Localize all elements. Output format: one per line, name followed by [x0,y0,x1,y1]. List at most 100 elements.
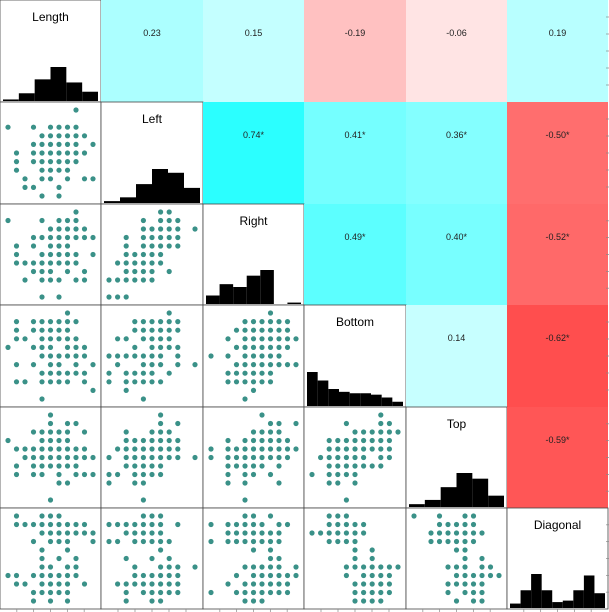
scatter-point [259,521,265,528]
scatter-point [39,217,45,224]
scatter-point [47,260,54,266]
scatter-point [166,268,172,275]
scatter-point [225,480,231,486]
scatter-point [242,513,248,519]
scatter-point [242,521,248,528]
scatter-point [276,454,282,461]
scatter-point [309,471,315,478]
scatter-point [30,572,37,579]
hist-bar [34,79,51,101]
scatter-point [64,598,71,604]
scatter-point [73,319,79,325]
scatter-point [158,344,164,350]
scatter-point [140,243,146,249]
scatter-point [352,564,358,570]
scatter-point [470,589,477,596]
scatter-point [453,538,460,545]
scatter-point [149,572,155,579]
scatter-point [39,521,45,528]
scatter-point [149,336,155,342]
scatter-point [39,513,45,519]
scatter-point [158,581,164,587]
scatter-point [47,446,54,452]
scatter-point [343,538,349,545]
scatter-point [369,555,375,562]
scatter-point [149,277,155,283]
scatter-point [369,463,375,469]
scatter-point [30,538,37,545]
scatter-point [64,454,71,461]
scatter-point [453,564,460,570]
scatter-point [259,370,265,376]
scatter-point [56,454,62,461]
scatter-point [225,446,231,452]
scatter-point [479,572,485,579]
scatter-point [140,437,146,444]
scatter-point [56,336,62,342]
scatter-point [123,454,129,461]
scatter-point [242,344,248,350]
scatter-point [395,429,401,435]
scatter-point [158,251,164,258]
scatter-point [158,446,164,452]
scatter-point [56,513,62,519]
hist-bar [168,172,184,203]
scatter-point [293,446,299,452]
scatter-point [64,353,71,359]
scatter-point [284,344,291,350]
scatter-point [445,581,451,587]
scatter-point [369,547,375,553]
scatter-point [276,446,282,452]
scatter-point [192,362,198,368]
scatter-point [267,379,274,385]
scatter-point [369,598,375,604]
hist-bar [307,372,318,406]
scatter-point [267,581,274,587]
scatter-point [56,572,62,579]
corr-label: -0.59* [545,435,570,445]
scatter-point [140,396,146,402]
scatter-point [158,471,164,478]
scatter-point [140,353,146,359]
scatter-point [13,379,20,385]
scatter-point [90,387,96,393]
scatter-point [115,581,121,587]
corr-label: 0.40* [446,232,468,242]
scatter-point [284,437,291,444]
scatter-point [56,471,62,478]
scatter-point [140,336,146,342]
scatter-point [64,243,71,249]
corr-cell [203,0,304,102]
scatter-point [175,362,181,368]
scatter-point [386,564,392,570]
scatter-point [267,454,274,461]
scatter-point [259,530,265,536]
scatter-point [140,327,146,333]
scatter-point [56,327,62,333]
scatter-point [47,598,54,604]
scatter-point [158,429,164,435]
scatter-point [487,572,494,579]
scatter-point [30,429,37,435]
scatter-point [225,463,231,469]
scatter-point [276,336,282,342]
scatter-point [166,226,172,232]
scatter-point [30,598,37,604]
scatter-point [276,362,282,368]
scatter-point [47,538,54,545]
scatter-point [64,446,71,452]
scatter-point [56,480,62,486]
scatter-point [30,454,37,461]
scatter-point [233,446,240,452]
scatter-point [56,463,62,469]
scatter-point [123,446,129,452]
scatter-point [64,141,71,147]
scatter-point [352,598,358,604]
scatter-point [47,581,54,587]
scatter-point [158,336,164,342]
hist-bar [510,603,521,608]
scatter-point [453,598,460,604]
scatter-point [352,521,358,528]
hist-bar [66,82,83,101]
scatter-point [39,159,45,165]
